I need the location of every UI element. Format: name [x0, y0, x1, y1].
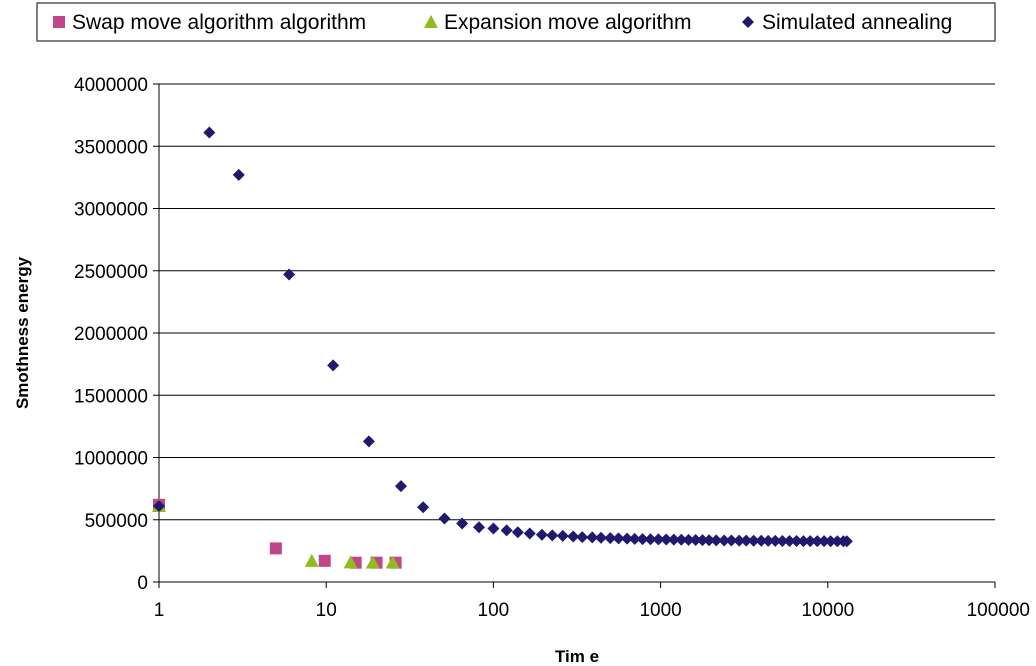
diamond-point: [675, 533, 688, 546]
diamond-point: [636, 533, 649, 546]
diamond-point: [644, 533, 657, 546]
diamond-point: [818, 535, 831, 548]
legend-box: [36, 2, 996, 42]
diamond-point: [394, 480, 407, 493]
diamond-point: [725, 534, 738, 547]
x-tick-label: 1000: [639, 600, 681, 621]
x-tick-label: 1: [154, 600, 165, 621]
diamond-point: [740, 534, 753, 547]
diamond-point: [567, 530, 580, 543]
diamond-point: [696, 534, 709, 547]
diamond-point: [776, 535, 789, 548]
diamond-point: [621, 532, 634, 545]
diamond-point: [535, 528, 548, 541]
diamond-point: [682, 533, 695, 546]
y-tick-label: 4000000: [74, 75, 148, 96]
x-axis-ticks: 1 10 100 1000 10000 100000: [154, 582, 1030, 621]
diamond-point: [628, 532, 641, 545]
y-tick-label: 1000000: [74, 449, 148, 470]
diamond-point: [487, 522, 500, 535]
y-tick-label: 2500000: [74, 262, 148, 283]
legend-label: Swap move algorithm algorithm: [72, 11, 366, 34]
triangle-point: [343, 555, 358, 569]
diamond-point: [472, 521, 485, 534]
diamond-point: [762, 534, 775, 547]
legend-triangle-marker: [424, 15, 438, 28]
diamond-point: [790, 535, 803, 548]
y-tick-label: 0: [137, 573, 148, 594]
diamond-point: [511, 526, 524, 539]
x-tick-label: 100000: [967, 600, 1030, 621]
diamond-point: [232, 168, 245, 181]
diamond-point: [456, 517, 469, 530]
diamond-point: [710, 534, 723, 547]
diamond-point: [327, 359, 340, 372]
y-tick-label: 3000000: [74, 200, 148, 221]
legend: Swap move algorithm algorithm Expansion m…: [36, 2, 996, 42]
diamond-point: [804, 535, 817, 548]
data-points: [152, 126, 853, 569]
x-tick-label: 10: [316, 600, 337, 621]
diamond-point: [660, 533, 673, 546]
y-axis-title: Smothness energy: [13, 256, 32, 409]
diamond-point: [747, 534, 760, 547]
square-point: [269, 542, 282, 555]
legend-label: Simulated annealing: [762, 11, 952, 34]
diamond-point: [523, 527, 536, 540]
diamond-point: [586, 531, 599, 544]
diamond-point: [718, 534, 731, 547]
diamond-point: [546, 529, 559, 542]
diamond-point: [667, 533, 680, 546]
diamond-point: [438, 512, 451, 525]
legend-diamond-marker: [742, 16, 754, 28]
gridlines: [159, 83, 995, 521]
diamond-point: [769, 534, 782, 547]
diamond-point: [689, 534, 702, 547]
diamond-point: [612, 532, 625, 545]
y-tick-label: 3500000: [74, 137, 148, 158]
diamond-point: [203, 126, 216, 139]
diamond-point: [840, 535, 853, 548]
x-tick-label: 10000: [801, 600, 854, 621]
triangle-point: [304, 553, 319, 567]
diamond-point: [733, 534, 746, 547]
diamond-point: [556, 529, 569, 542]
series-square: [153, 498, 402, 569]
diamond-point: [362, 435, 375, 448]
diamond-point: [824, 535, 837, 548]
legend-label: Expansion move algorithm: [444, 11, 691, 34]
diamond-point: [831, 535, 844, 548]
square-point: [318, 554, 331, 567]
series-triangle: [152, 499, 400, 569]
y-tick-label: 2000000: [74, 324, 148, 345]
series-diamond: [153, 126, 853, 548]
triangle-point: [385, 555, 400, 569]
diamond-point: [811, 535, 824, 548]
diamond-point: [652, 533, 665, 546]
diamond-point: [594, 531, 607, 544]
legend-square-marker: [53, 16, 65, 28]
x-tick-label: 100: [478, 600, 510, 621]
triangle-point: [365, 555, 380, 569]
diamond-point: [755, 534, 768, 547]
y-tick-label: 1500000: [74, 386, 148, 407]
diamond-point: [500, 524, 513, 537]
x-axis-title: Tim e: [555, 647, 599, 666]
diamond-point: [153, 500, 165, 513]
y-axis-ticks: 0 500000 1000000 1500000 2000000 2500000 30000…: [74, 75, 159, 594]
diamond-point: [783, 535, 796, 548]
y-tick-label: 500000: [85, 511, 148, 532]
diamond-point: [283, 268, 296, 281]
diamond-point: [604, 532, 617, 545]
diamond-point: [797, 535, 810, 548]
diamond-point: [703, 534, 716, 547]
diamond-point: [576, 531, 589, 544]
diamond-point: [417, 501, 430, 514]
